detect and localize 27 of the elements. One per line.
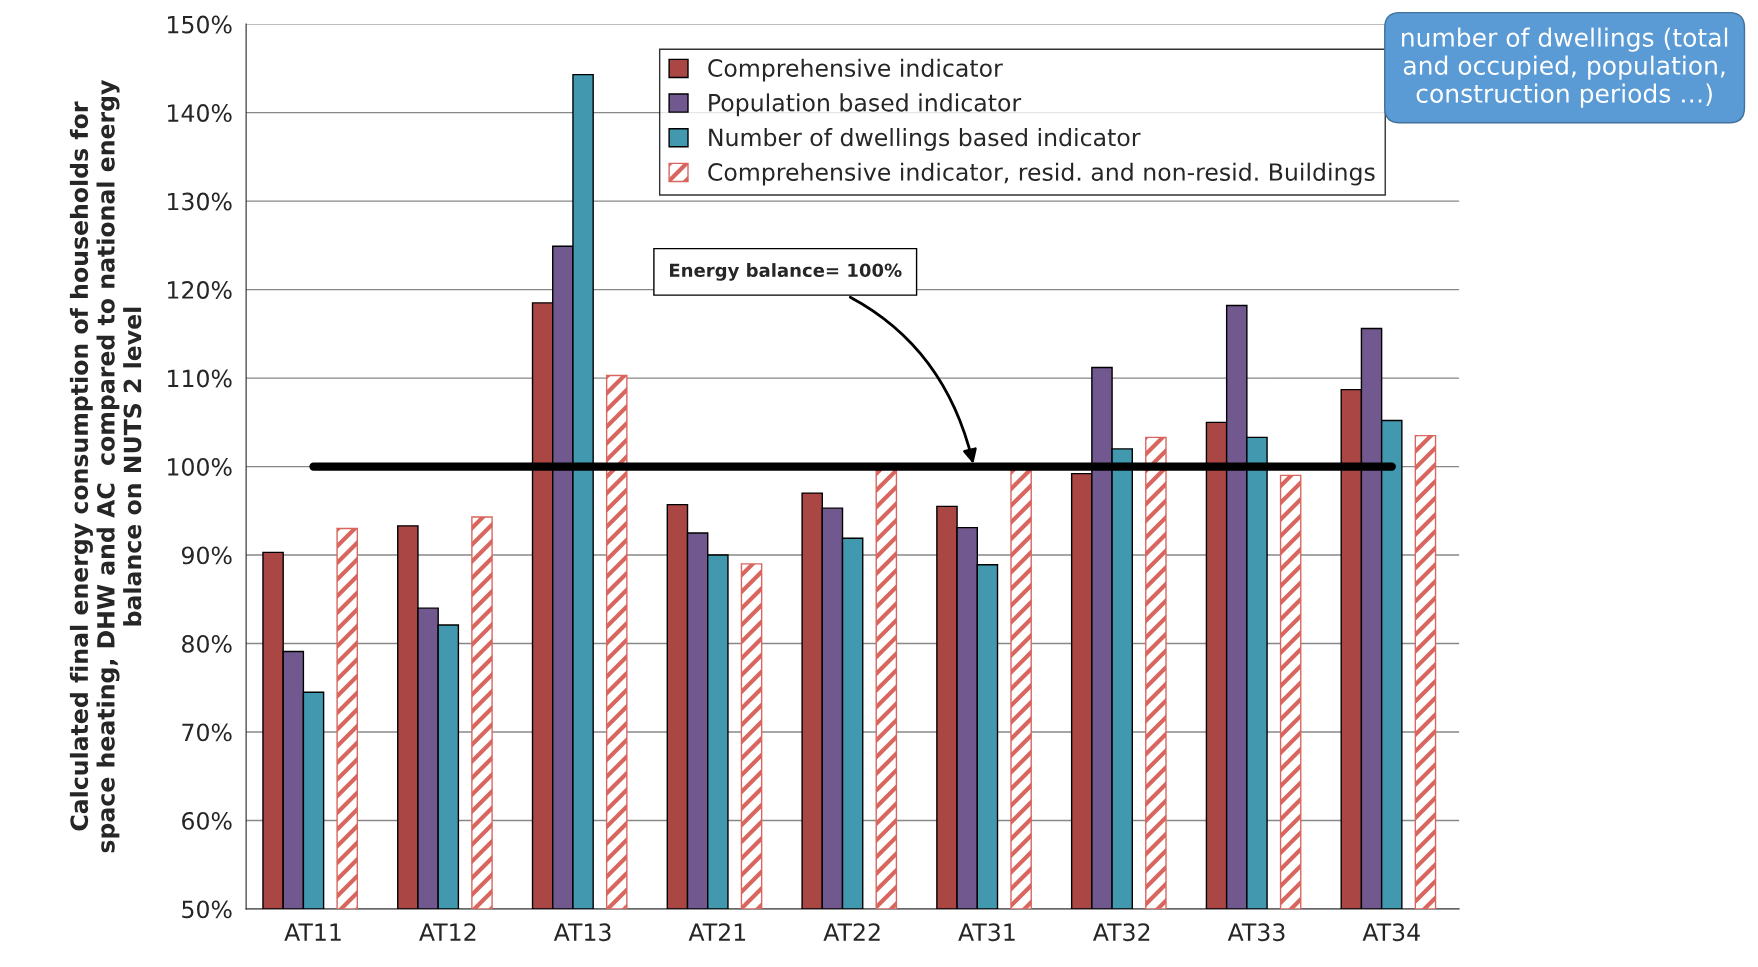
x-tick-label: AT22 <box>823 923 880 941</box>
y-tick-label: 50% <box>182 900 232 919</box>
y-tick-label: 110% <box>168 369 232 388</box>
x-tick-label: AT31 <box>958 923 1015 942</box>
y-tick-label: 70% <box>182 723 232 742</box>
legend-label: Population based indicator <box>709 93 1022 117</box>
y-tick-label: 140% <box>168 104 232 122</box>
y-tick-label: 90% <box>181 546 232 565</box>
y-axis-title: Calculated final energy consumption of households for space heating, DHW and AC compared to national energy balance on NUTS 2 level <box>69 80 142 853</box>
legend-label: Number of dwellings based indicator <box>709 128 1141 151</box>
ref-line-label: Energy balance= 100% <box>670 263 902 281</box>
y-tick-label: 80% <box>182 634 232 653</box>
y-tick-label: 100% <box>168 458 232 476</box>
y-tick-label: 150% <box>168 15 232 34</box>
y-tick-label: 60% <box>182 811 232 830</box>
x-tick-label: AT33 <box>1227 923 1285 942</box>
y-tick-label: 130% <box>168 192 232 211</box>
x-tick-label: AT13 <box>553 923 611 942</box>
y-tick-label: 120% <box>168 281 232 299</box>
legend-label: Comprehensive indicator <box>708 58 1003 82</box>
x-tick-label: AT21 <box>688 923 746 941</box>
x-tick-label: AT32 <box>1092 923 1150 942</box>
x-tick-label: AT12 <box>419 923 476 941</box>
annotation: number of dwellings (total and occupied, population, construction periods …) <box>1402 27 1728 108</box>
x-tick-label: AT11 <box>284 923 341 941</box>
x-tick-label: AT34 <box>1362 923 1420 942</box>
legend-label: Comprehensive indicator, resid. and non-resid. Buildings <box>708 162 1375 186</box>
